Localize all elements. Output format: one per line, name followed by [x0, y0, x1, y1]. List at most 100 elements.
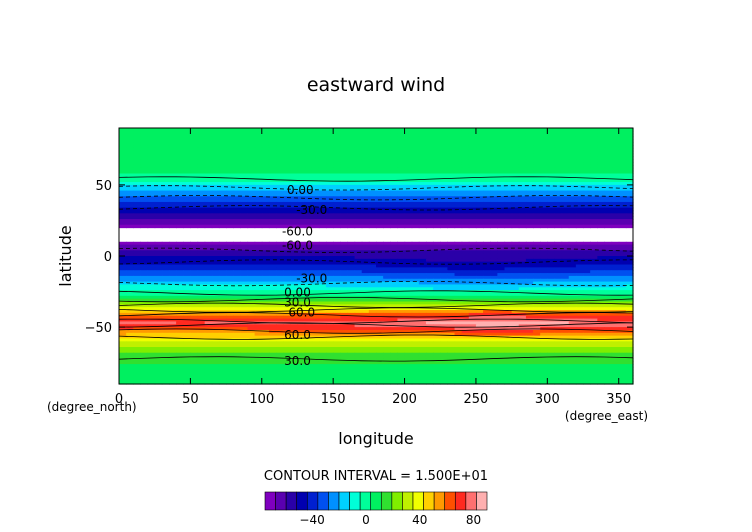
contour-cell — [168, 273, 177, 277]
contour-cell — [261, 153, 270, 158]
contour-cell — [554, 216, 563, 220]
contour-cell — [340, 284, 349, 288]
contour-cell — [176, 298, 184, 303]
contour-cell — [226, 224, 234, 229]
contour-cell — [397, 216, 406, 220]
contour-cell — [590, 304, 598, 308]
contour-cell — [411, 210, 420, 214]
contour-cell — [568, 204, 577, 209]
contour-cell — [568, 201, 577, 206]
contour-cell — [376, 244, 384, 249]
contour-cell — [183, 298, 191, 303]
contour-cell — [447, 267, 456, 271]
contour-cell — [283, 153, 291, 158]
contour-cell — [340, 173, 349, 177]
contour-cell — [354, 162, 363, 166]
contour-cell — [475, 327, 484, 331]
contour-cell — [397, 258, 406, 263]
contour-cell — [254, 241, 263, 246]
contour-cell — [568, 267, 577, 271]
contour-cell — [454, 332, 463, 337]
contour-cell — [119, 139, 127, 143]
contour-cell — [404, 292, 413, 297]
contour-cell — [347, 287, 356, 291]
contour-cell — [168, 329, 177, 334]
contour-cell — [276, 253, 284, 257]
contour-cell — [475, 156, 484, 160]
contour-cell — [590, 321, 598, 325]
contour-cell — [618, 167, 627, 172]
contour-cell — [204, 267, 213, 271]
contour-cell — [340, 324, 349, 328]
contour-cell — [611, 139, 620, 143]
contour-cell — [133, 324, 142, 328]
contour-cell — [418, 244, 427, 249]
contour-cell — [440, 187, 448, 192]
contour-cell — [183, 321, 191, 325]
contour-cell — [468, 190, 477, 195]
contour-cell — [218, 164, 227, 169]
contour-cell — [347, 196, 356, 200]
contour-cell — [511, 224, 520, 229]
contour-cell — [497, 310, 506, 314]
contour-cell — [418, 139, 427, 143]
contour-cell — [397, 278, 406, 283]
contour-cell — [119, 310, 127, 314]
contour-cell — [483, 270, 491, 274]
contour-cell — [518, 184, 527, 189]
contour-cell — [376, 256, 384, 260]
contour-cell — [511, 270, 520, 274]
contour-cell — [218, 321, 227, 325]
contour-cell — [361, 221, 370, 226]
contour-cell — [254, 199, 263, 203]
contour-cell — [354, 261, 363, 266]
contour-cell — [140, 170, 149, 175]
contour-cell — [261, 329, 270, 334]
contour-cell — [554, 261, 563, 266]
contour-cell — [333, 315, 341, 320]
contour-cell — [447, 335, 456, 340]
contour-cell — [276, 167, 284, 172]
contour-cell — [425, 156, 434, 160]
contour-cell — [618, 224, 627, 229]
contour-cell — [540, 139, 548, 143]
contour-cell — [468, 250, 477, 254]
contour-cell — [318, 216, 327, 220]
contour-cell — [383, 275, 391, 280]
contour-cell — [376, 204, 384, 209]
contour-cell — [119, 162, 127, 166]
contour-cell — [147, 133, 156, 138]
contour-cell — [297, 145, 306, 149]
contour-cell — [618, 204, 627, 209]
contour-cell — [525, 190, 534, 195]
contour-cell — [126, 256, 134, 260]
contour-cell — [140, 247, 149, 251]
contour-cell — [611, 136, 620, 140]
contour-cell — [340, 304, 349, 308]
contour-cell — [475, 142, 484, 146]
contour-cell — [604, 213, 613, 217]
contour-cell — [297, 284, 306, 288]
contour-cell — [440, 275, 448, 280]
contour-cell — [533, 184, 541, 189]
contour-cell — [204, 190, 213, 195]
contour-cell — [383, 315, 391, 320]
contour-cell — [197, 270, 206, 274]
contour-cell — [397, 315, 406, 320]
contour-cell — [468, 156, 477, 160]
contour-cell — [368, 321, 377, 325]
contour-cell — [304, 270, 313, 274]
contour-cell — [561, 307, 570, 311]
contour-cell — [554, 290, 563, 294]
contour-cell — [119, 136, 127, 140]
contour-cell — [254, 213, 263, 217]
contour-cell — [454, 130, 463, 135]
contour-cell — [368, 153, 377, 158]
contour-cell — [304, 338, 313, 342]
contour-cell — [390, 267, 399, 271]
contour-cell — [326, 256, 334, 260]
contour-cell — [425, 204, 434, 209]
contour-cell — [147, 221, 156, 226]
contour-cell — [361, 207, 370, 212]
contour-cell — [425, 207, 434, 212]
